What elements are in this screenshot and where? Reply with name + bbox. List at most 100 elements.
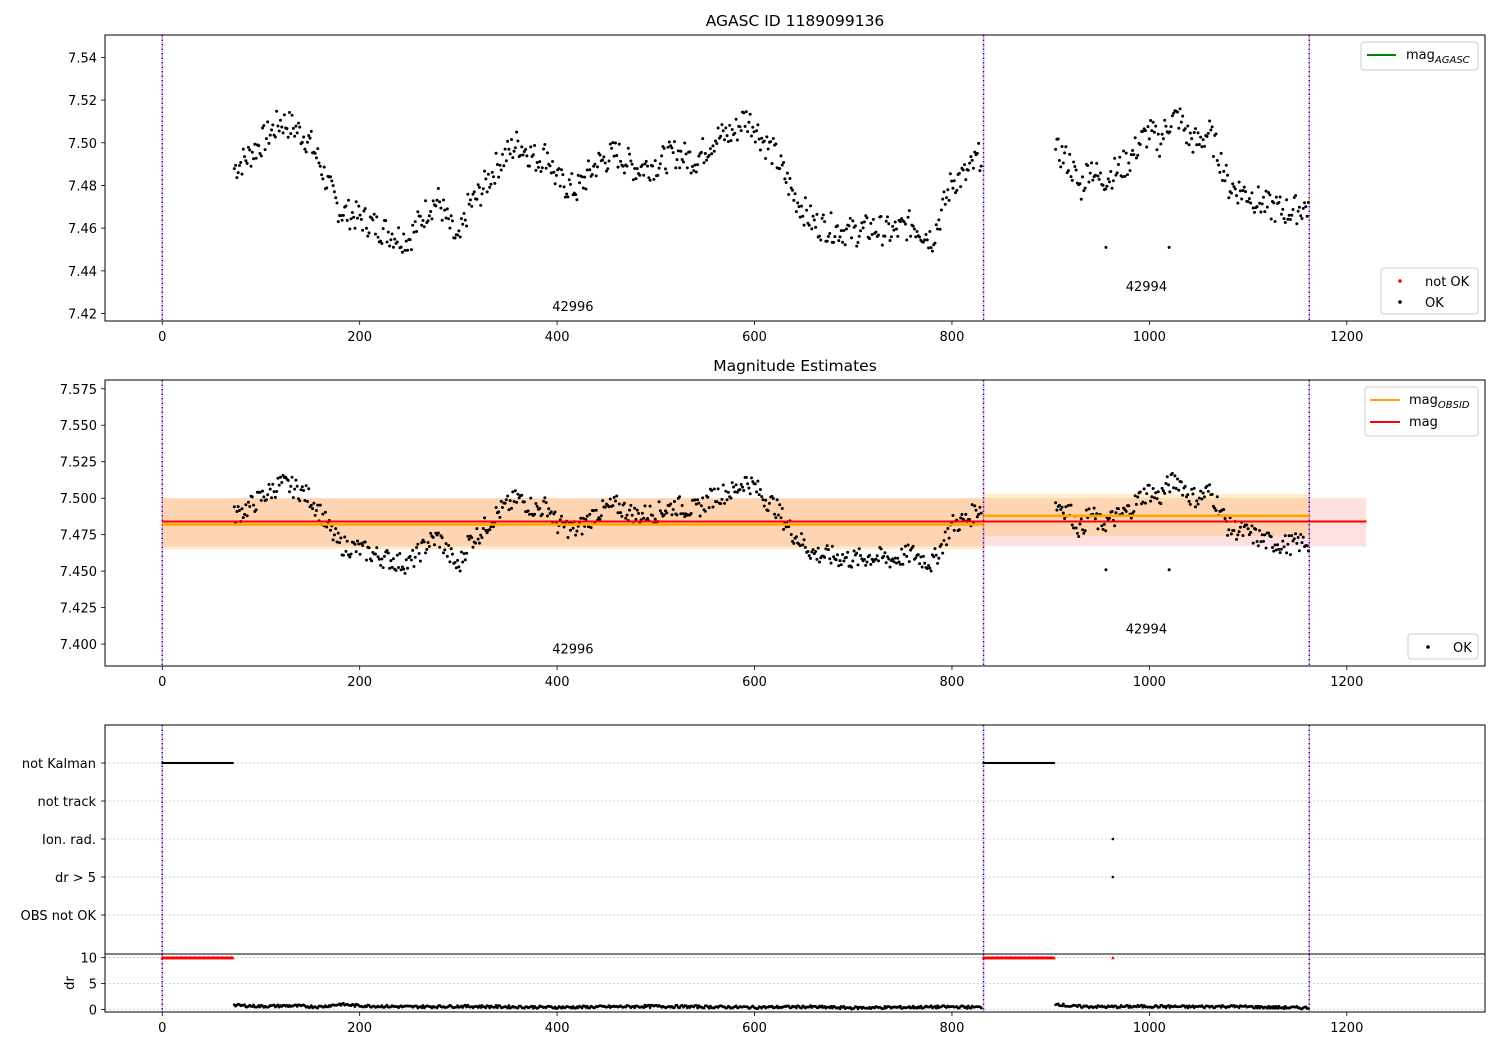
x-tick-label: 1200	[1330, 1021, 1363, 1036]
data-point	[647, 176, 651, 180]
y-tick-label: 7.575	[60, 383, 97, 398]
data-point	[735, 138, 739, 142]
dr-point	[479, 1006, 483, 1009]
data-point	[1111, 179, 1115, 183]
data-point	[829, 211, 833, 215]
data-point	[1070, 178, 1074, 182]
data-point	[244, 503, 248, 507]
data-point	[416, 210, 420, 214]
data-point	[1101, 527, 1105, 531]
data-point	[629, 159, 633, 163]
data-point	[646, 517, 650, 521]
data-point	[957, 171, 961, 175]
data-point	[501, 506, 505, 510]
data-point	[613, 141, 617, 145]
data-point	[277, 129, 281, 133]
data-point	[923, 238, 927, 242]
data-point	[1114, 173, 1118, 177]
data-point	[734, 117, 738, 121]
data-point	[708, 147, 712, 151]
data-point	[1187, 499, 1191, 503]
data-point	[787, 192, 791, 196]
data-point	[1116, 507, 1120, 511]
data-point	[443, 208, 447, 212]
data-point	[598, 153, 602, 157]
legend-label-main: mag	[1406, 48, 1435, 63]
data-point	[726, 490, 730, 494]
data-point	[338, 541, 342, 545]
data-point	[583, 175, 587, 179]
panel-title: AGASC ID 1189099136	[706, 12, 885, 30]
data-point	[540, 166, 544, 170]
data-point	[243, 512, 247, 516]
data-point	[959, 516, 963, 520]
flag-category-label: not track	[37, 795, 96, 810]
data-point	[628, 152, 632, 156]
data-point	[1191, 150, 1195, 154]
data-point	[308, 136, 312, 140]
data-point	[563, 195, 567, 199]
data-point	[354, 550, 358, 554]
data-point	[412, 564, 416, 568]
data-point	[588, 512, 592, 516]
data-point	[585, 514, 589, 518]
data-point	[489, 182, 493, 186]
data-point	[905, 238, 909, 242]
flag-category-label: dr > 5	[55, 871, 96, 886]
data-point	[1200, 497, 1204, 501]
data-point	[1288, 218, 1292, 222]
data-point	[1072, 526, 1076, 530]
data-point	[856, 240, 860, 244]
data-point	[757, 137, 761, 141]
data-point	[883, 551, 887, 555]
data-point	[1069, 503, 1073, 507]
data-point	[390, 565, 394, 569]
data-point	[1155, 497, 1159, 501]
data-point	[453, 236, 457, 240]
data-point	[784, 181, 788, 185]
data-point	[539, 169, 543, 173]
data-point	[885, 555, 889, 559]
data-point	[1057, 158, 1061, 162]
data-point	[951, 514, 955, 518]
data-point	[711, 505, 715, 509]
data-point	[746, 482, 750, 486]
data-point	[774, 516, 778, 520]
data-point	[1070, 523, 1074, 527]
data-point	[712, 487, 716, 491]
data-point	[603, 161, 607, 165]
data-point	[689, 171, 693, 175]
data-point	[264, 498, 268, 502]
data-point	[290, 113, 294, 117]
data-point	[1056, 137, 1060, 141]
data-point	[943, 202, 947, 206]
data-point	[634, 177, 638, 181]
data-point	[402, 567, 406, 571]
data-point	[1066, 503, 1070, 507]
data-point	[418, 214, 422, 218]
data-point	[307, 134, 311, 138]
data-point	[903, 222, 907, 226]
data-point	[1104, 187, 1108, 191]
x-tick-label: 800	[940, 1021, 965, 1036]
data-point	[472, 190, 476, 194]
data-point	[955, 188, 959, 192]
data-point	[1228, 516, 1232, 520]
data-point	[891, 224, 895, 228]
data-point	[811, 548, 815, 552]
data-point	[280, 480, 284, 484]
data-point	[653, 159, 657, 163]
data-point	[752, 130, 756, 134]
data-point	[513, 146, 517, 150]
data-point	[332, 533, 336, 537]
data-point	[408, 554, 412, 558]
data-point	[1244, 190, 1248, 194]
data-point	[501, 152, 505, 156]
data-point	[511, 490, 515, 494]
data-point	[898, 562, 902, 566]
data-point	[335, 540, 339, 544]
data-point	[267, 483, 271, 487]
data-point	[973, 504, 977, 508]
data-point	[1287, 213, 1291, 217]
